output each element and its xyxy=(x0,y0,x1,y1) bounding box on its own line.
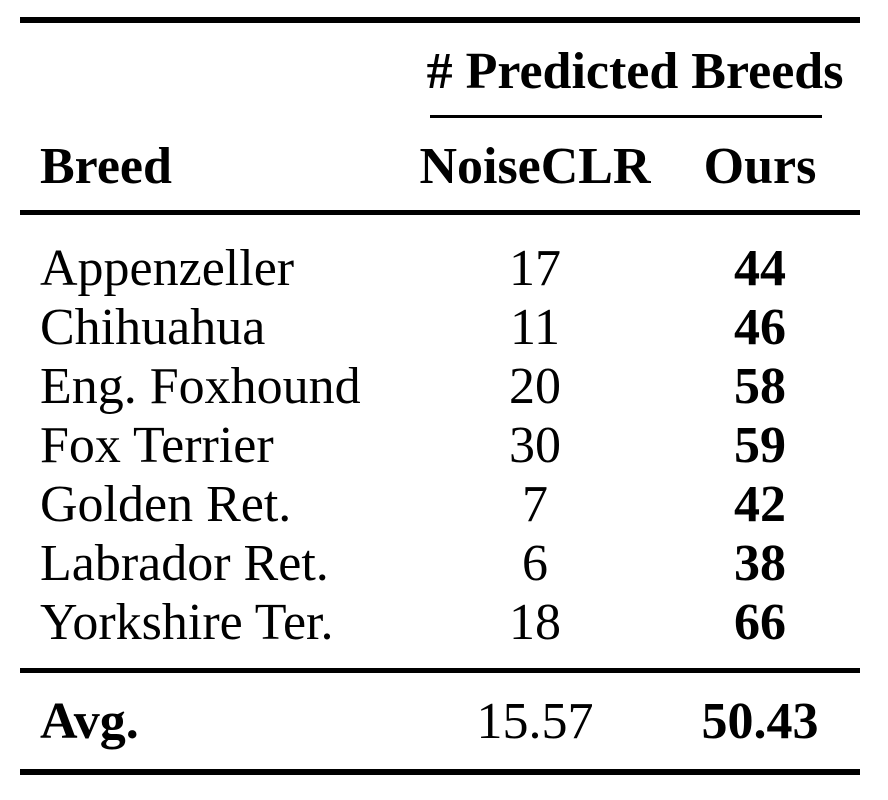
span-header-cell: # Predicted Breeds xyxy=(410,20,860,118)
noiseclr-cell: 6 xyxy=(522,535,548,592)
table-header: # Predicted Breeds Breed NoiseCLR Ours xyxy=(20,20,861,213)
table-row: Eng. Foxhound 20 58 xyxy=(20,357,860,416)
noiseclr-cell: 11 xyxy=(509,299,561,356)
breed-cell: Eng. Foxhound xyxy=(40,358,361,415)
summary-noiseclr-cell: 15.57 xyxy=(476,692,594,750)
breed-cell: Fox Terrier xyxy=(40,417,274,474)
breed-cell: Labrador Ret. xyxy=(40,535,329,592)
table-row: Yorkshire Ter. 18 66 xyxy=(20,593,860,671)
ours-cell: 46 xyxy=(734,299,786,356)
cmidrule-divider xyxy=(430,115,823,118)
breed-cell: Yorkshire Ter. xyxy=(40,594,334,651)
noiseclr-cell: 18 xyxy=(509,594,561,651)
table-row: Chihuahua 11 46 xyxy=(20,298,860,357)
noiseclr-cell: 30 xyxy=(509,417,561,474)
noiseclr-cell: 7 xyxy=(522,476,548,533)
column-header-breed: Breed xyxy=(40,137,172,195)
column-header-row: Breed NoiseCLR Ours xyxy=(20,118,860,213)
ours-cell: 44 xyxy=(734,240,786,297)
table-summary: Avg. 15.57 50.43 xyxy=(20,671,860,773)
breed-cell: Golden Ret. xyxy=(40,476,292,533)
noiseclr-cell: 20 xyxy=(509,358,561,415)
predicted-breeds-table: # Predicted Breeds Breed NoiseCLR Ours A… xyxy=(20,17,861,775)
ours-cell: 59 xyxy=(734,417,786,474)
table-body: Appenzeller 17 44 Chihuahua 11 46 Eng. F… xyxy=(20,213,861,671)
summary-ours-cell: 50.43 xyxy=(701,692,819,750)
ours-cell: 58 xyxy=(734,358,786,415)
ours-cell: 42 xyxy=(734,476,786,533)
table-row: Labrador Ret. 6 38 xyxy=(20,534,860,593)
column-header-ours: Ours xyxy=(703,137,817,195)
breed-cell: Appenzeller xyxy=(40,240,295,297)
breed-cell: Chihuahua xyxy=(40,299,266,356)
span-header-label: # Predicted Breeds xyxy=(426,43,844,100)
table-row: Fox Terrier 30 59 xyxy=(20,416,860,475)
summary-label-cell: Avg. xyxy=(40,692,139,750)
column-header-noiseclr: NoiseCLR xyxy=(419,137,651,195)
noiseclr-cell: 17 xyxy=(509,240,561,297)
span-header-row: # Predicted Breeds xyxy=(20,20,860,118)
table-row: Golden Ret. 7 42 xyxy=(20,475,860,534)
empty-header-cell xyxy=(20,20,410,118)
ours-cell: 38 xyxy=(734,535,786,592)
ours-cell: 66 xyxy=(734,594,786,651)
summary-row: Avg. 15.57 50.43 xyxy=(20,671,860,773)
table-row: Appenzeller 17 44 xyxy=(20,213,860,299)
